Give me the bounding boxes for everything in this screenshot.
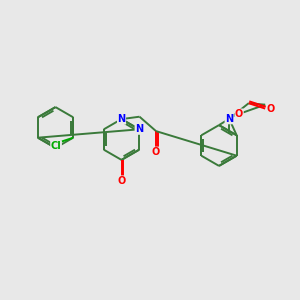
Text: O: O [117, 176, 126, 186]
Text: O: O [152, 147, 160, 157]
Text: O: O [266, 103, 275, 114]
Text: N: N [117, 114, 126, 124]
Text: N: N [135, 124, 143, 134]
Text: N: N [225, 114, 233, 124]
Text: O: O [235, 109, 243, 119]
Text: Cl: Cl [51, 141, 62, 151]
